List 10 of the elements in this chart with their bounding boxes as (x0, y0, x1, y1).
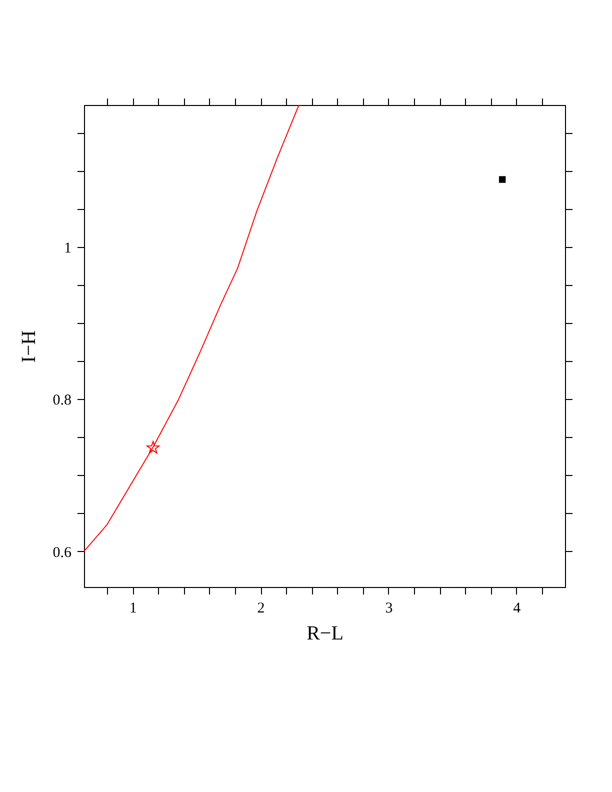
x-tick-label: 4 (513, 600, 522, 616)
x-tick-label: 1 (129, 600, 137, 616)
line-series (84, 104, 300, 552)
y-axis-title: I−H (18, 330, 40, 363)
y-tick-label: 1 (64, 240, 72, 257)
x-tick-label: 2 (257, 600, 265, 616)
x-tick-label: 3 (385, 600, 393, 616)
x-axis-title: R−L (306, 622, 344, 644)
y-tick-label: 0.8 (52, 392, 72, 409)
y-tick-label: 0.6 (52, 544, 72, 561)
